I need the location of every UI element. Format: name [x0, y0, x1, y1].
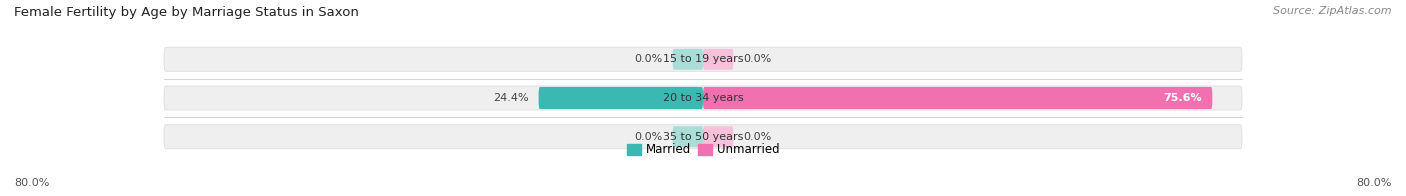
Text: 20 to 34 years: 20 to 34 years	[662, 93, 744, 103]
FancyBboxPatch shape	[672, 49, 703, 70]
FancyBboxPatch shape	[703, 126, 734, 147]
Text: 0.0%: 0.0%	[634, 132, 662, 142]
Text: Female Fertility by Age by Marriage Status in Saxon: Female Fertility by Age by Marriage Stat…	[14, 6, 359, 19]
Text: 80.0%: 80.0%	[1357, 178, 1392, 188]
FancyBboxPatch shape	[703, 49, 734, 70]
Text: 75.6%: 75.6%	[1164, 93, 1202, 103]
FancyBboxPatch shape	[703, 87, 1212, 109]
Legend: Married, Unmarried: Married, Unmarried	[621, 139, 785, 161]
Text: 24.4%: 24.4%	[494, 93, 529, 103]
Text: 0.0%: 0.0%	[634, 54, 662, 64]
FancyBboxPatch shape	[165, 47, 1241, 71]
FancyBboxPatch shape	[165, 125, 1241, 149]
Text: 15 to 19 years: 15 to 19 years	[662, 54, 744, 64]
Text: 0.0%: 0.0%	[744, 54, 772, 64]
FancyBboxPatch shape	[538, 87, 703, 109]
Text: 80.0%: 80.0%	[14, 178, 49, 188]
FancyBboxPatch shape	[165, 86, 1241, 110]
Text: Source: ZipAtlas.com: Source: ZipAtlas.com	[1274, 6, 1392, 16]
FancyBboxPatch shape	[672, 126, 703, 147]
Text: 0.0%: 0.0%	[744, 132, 772, 142]
Text: 35 to 50 years: 35 to 50 years	[662, 132, 744, 142]
